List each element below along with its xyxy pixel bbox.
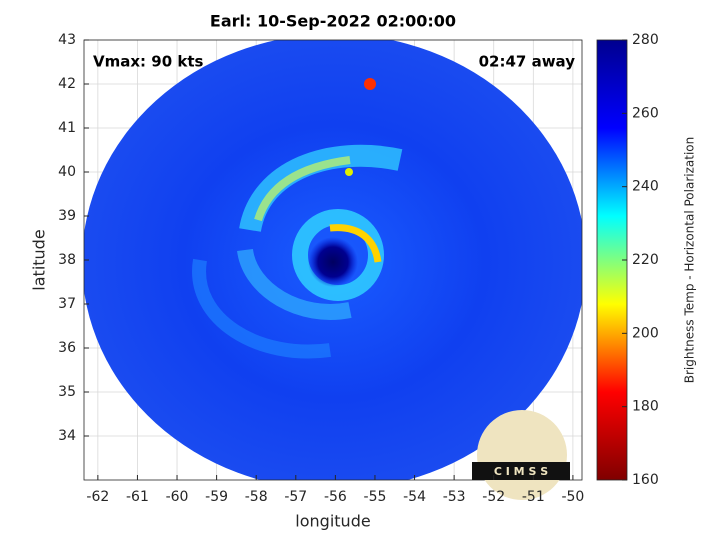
annotation: Vmax: 90 kts [93, 53, 203, 71]
satellite-image [84, 40, 582, 480]
chart-title: Earl: 10-Sep-2022 02:00:00 [210, 12, 456, 31]
y-tick-label: 41 [58, 120, 76, 136]
colorbar-tick-label: 260 [632, 105, 659, 121]
logo: C I M S S [472, 410, 570, 500]
logo-text: C I M S S [494, 465, 548, 478]
y-tick-label: 43 [58, 32, 76, 48]
colorbar-tick-label: 160 [632, 472, 659, 488]
x-tick-label: -55 [364, 489, 387, 505]
colorbar-label: Brightness Temp - Horizontal Polarizatio… [683, 137, 697, 384]
y-axis-label: latitude [30, 229, 49, 290]
x-tick-label: -58 [245, 489, 268, 505]
colorbar-tick-label: 280 [632, 32, 659, 48]
y-tick-label: 36 [58, 340, 76, 356]
colorbar-tick-label: 240 [632, 179, 659, 195]
y-tick-label: 39 [58, 208, 76, 224]
x-tick-label: -60 [166, 489, 189, 505]
colorbar-tick-label: 200 [632, 325, 659, 341]
x-tick-label: -56 [324, 489, 347, 505]
x-tick-label: -53 [443, 489, 466, 505]
y-tick-label: 40 [58, 164, 76, 180]
x-tick-label: -59 [205, 489, 228, 505]
y-tick-label: 38 [58, 252, 76, 268]
y-tick-label: 42 [58, 76, 76, 92]
x-tick-label: -61 [126, 489, 149, 505]
x-tick-label: -50 [561, 489, 584, 505]
x-tick-label: -57 [284, 489, 307, 505]
x-tick-label: -62 [86, 489, 109, 505]
colorbar-tick-label: 220 [632, 252, 659, 268]
y-tick-label: 34 [58, 428, 76, 444]
x-tick-label: -54 [403, 489, 426, 505]
x-axis-label: longitude [295, 512, 370, 531]
x-tick-label: -51 [522, 489, 545, 505]
colorbar-tick-label: 180 [632, 399, 659, 415]
annotation: 02:47 away [479, 53, 576, 71]
y-tick-label: 37 [58, 296, 76, 312]
y-tick-label: 35 [58, 384, 76, 400]
x-tick-label: -52 [482, 489, 505, 505]
